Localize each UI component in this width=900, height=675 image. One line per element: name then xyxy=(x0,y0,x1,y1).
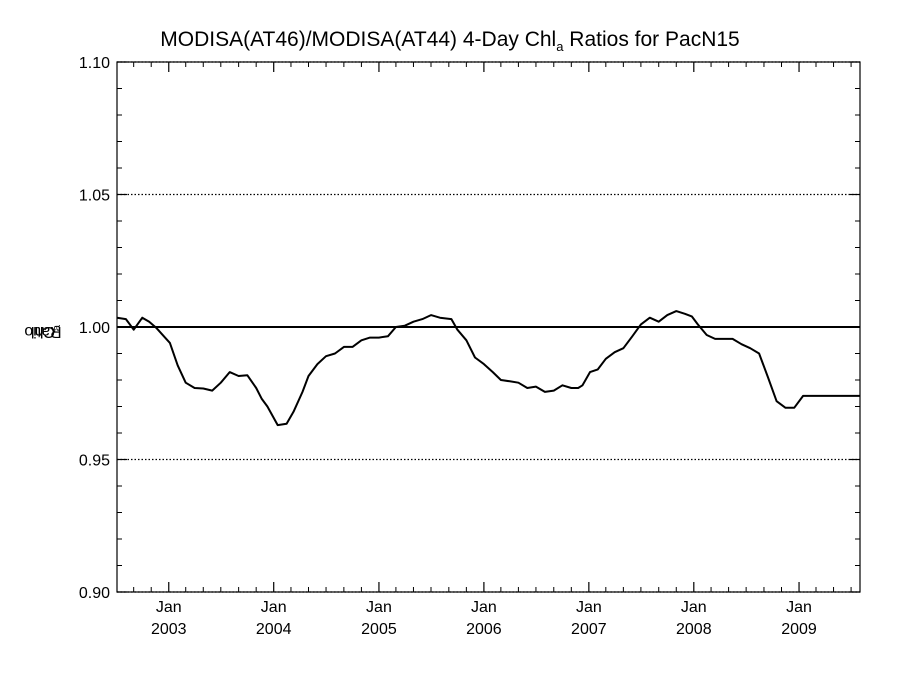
x-tick-month-label: Jan xyxy=(681,599,707,616)
series-line xyxy=(116,310,860,427)
x-tick-year-label: 2005 xyxy=(361,621,397,638)
x-tick-year-label: 2007 xyxy=(571,621,607,638)
y-tick-label: 1.00 xyxy=(79,320,110,337)
x-tick-month-label: Jan xyxy=(156,599,182,616)
y-tick-label: 1.05 xyxy=(79,188,110,205)
x-tick-year-label: 2004 xyxy=(256,621,292,638)
x-tick-month-label: Jan xyxy=(786,599,812,616)
x-tick-month-label: Jan xyxy=(366,599,392,616)
y-tick-label: 0.95 xyxy=(79,453,110,470)
x-ticks: Jan 2003 Jan 2004 Jan 2005 Jan 2006 Jan 2007 Jan 20… xyxy=(151,62,817,638)
x-tick-month-label: Jan xyxy=(576,599,602,616)
x-tick-year-label: 2009 xyxy=(781,621,817,638)
x-tick-year-label: 2006 xyxy=(466,621,502,638)
y-ticks: 0.90 0.95 1.00 1.05 1.10 xyxy=(79,55,860,602)
y-tick-label: 1.10 xyxy=(79,55,110,72)
y-tick-label: 0.90 xyxy=(79,585,110,602)
x-tick-month-label: Jan xyxy=(261,599,287,616)
x-tick-month-label: Jan xyxy=(471,599,497,616)
chart-title: MODISA(AT46)/MODISA(AT44) 4-Day Chla Rat… xyxy=(160,28,740,54)
x-tick-year-label: 2008 xyxy=(676,621,712,638)
x-tick-year-label: 2003 xyxy=(151,621,187,638)
minor-ticks xyxy=(117,62,860,592)
